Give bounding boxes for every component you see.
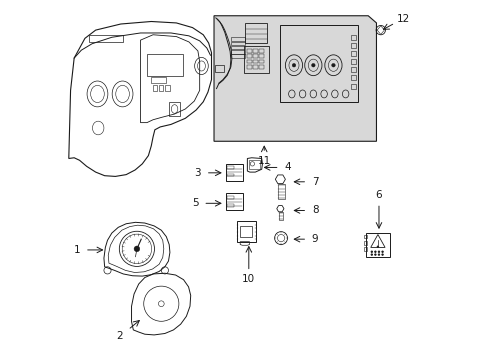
Bar [240,226,251,237]
Bar [225,163,243,181]
Bar [230,37,244,41]
Bar [227,196,233,199]
Bar [147,54,183,76]
Text: 8: 8 [311,206,318,216]
Bar [227,174,233,176]
Bar [278,184,284,199]
Bar [278,212,282,220]
Bar [351,67,355,72]
Bar [165,85,169,91]
Bar [351,35,355,40]
Circle shape [378,254,379,255]
Bar [253,49,258,53]
Bar [253,65,258,69]
Bar [244,46,268,73]
Circle shape [376,246,378,247]
Bar [151,77,165,83]
Text: 5: 5 [192,198,198,208]
Bar [351,43,355,48]
Bar [230,41,244,45]
Bar [363,247,366,251]
Bar [279,25,357,102]
Circle shape [331,63,335,67]
Bar [253,60,258,63]
Bar [227,204,233,207]
Bar [225,193,243,211]
Circle shape [134,246,140,252]
Bar [227,166,233,168]
Bar [153,85,157,91]
Bar [230,54,244,58]
Bar [258,65,264,69]
Circle shape [381,254,383,255]
Bar [230,50,244,54]
Bar [351,75,355,80]
Text: 9: 9 [311,234,318,244]
Text: 7: 7 [311,177,318,187]
Text: 4: 4 [284,162,290,172]
Text: 2: 2 [117,332,123,341]
Text: 1: 1 [74,245,80,255]
Bar [247,49,252,53]
Bar [363,241,366,244]
Text: 11: 11 [257,156,270,166]
Bar [248,160,259,169]
Circle shape [292,63,295,67]
Bar [247,60,252,63]
Bar [169,102,180,116]
Bar [258,49,264,53]
Bar [363,234,366,238]
Bar [258,60,264,63]
Bar [351,59,355,64]
Bar [88,36,122,42]
Bar [247,65,252,69]
Bar [351,51,355,56]
Text: 10: 10 [242,274,255,284]
Circle shape [370,251,372,252]
Bar [253,54,258,58]
Text: 6: 6 [375,190,382,201]
Bar [366,233,389,257]
Bar [215,64,224,72]
Text: 3: 3 [194,168,201,178]
Bar [247,54,252,58]
Bar [258,54,264,58]
Circle shape [378,251,379,252]
Circle shape [374,251,375,252]
Bar [159,85,163,91]
Bar [236,221,256,242]
Circle shape [374,254,375,255]
Bar [351,84,355,89]
Polygon shape [214,16,376,141]
Circle shape [370,254,372,255]
Bar [230,46,244,49]
Bar [244,23,267,43]
Circle shape [311,63,314,67]
Text: 12: 12 [396,14,409,24]
Circle shape [381,251,383,252]
